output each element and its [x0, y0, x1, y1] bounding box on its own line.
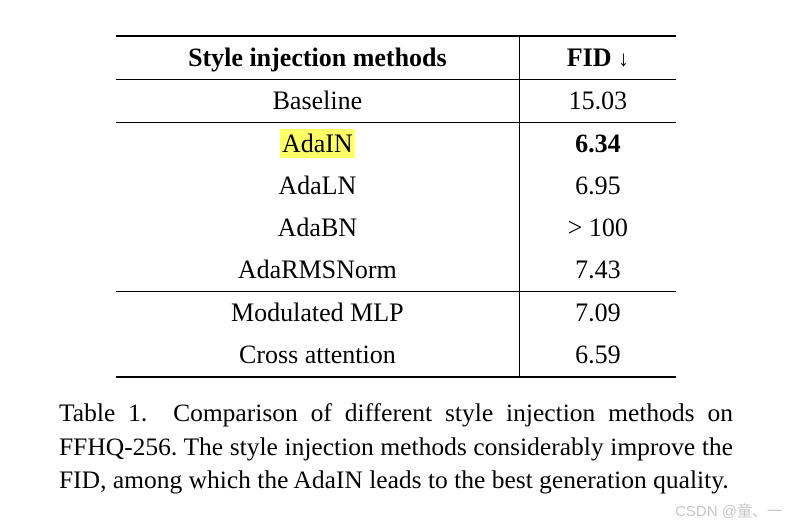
cell-fid: > 100	[519, 207, 676, 249]
results-table: Style injection methods FID ↓ Baseline15…	[116, 35, 676, 378]
cell-method: Cross attention	[116, 334, 519, 377]
cell-fid: 6.59	[519, 334, 676, 377]
caption-text: Comparison of different style injection …	[59, 398, 733, 494]
cell-fid: 7.09	[519, 292, 676, 335]
table-row: AdaLN6.95	[116, 165, 676, 207]
cell-method: AdaRMSNorm	[116, 249, 519, 292]
cell-method: Baseline	[116, 80, 519, 123]
header-fid: FID ↓	[519, 36, 676, 80]
table-row: Modulated MLP7.09	[116, 292, 676, 335]
down-arrow-icon: ↓	[618, 46, 629, 71]
cell-method: AdaBN	[116, 207, 519, 249]
cell-fid: 6.95	[519, 165, 676, 207]
cell-method: AdaIN	[116, 123, 519, 166]
table-row: Baseline15.03	[116, 80, 676, 123]
header-fid-label: FID	[567, 43, 612, 72]
watermark-text: CSDN @童、一	[675, 500, 782, 521]
table-caption: Table 1. Comparison of different style i…	[59, 396, 733, 497]
table-row: AdaBN> 100	[116, 207, 676, 249]
cell-fid: 6.34	[519, 123, 676, 166]
cell-fid: 7.43	[519, 249, 676, 292]
table-header-row: Style injection methods FID ↓	[116, 36, 676, 80]
table-row: Cross attention6.59	[116, 334, 676, 377]
caption-label: Table 1.	[59, 398, 147, 427]
cell-method: Modulated MLP	[116, 292, 519, 335]
table-body: Baseline15.03AdaIN6.34AdaLN6.95AdaBN> 10…	[116, 80, 676, 378]
table-row: AdaIN6.34	[116, 123, 676, 166]
cell-fid: 15.03	[519, 80, 676, 123]
header-methods: Style injection methods	[116, 36, 519, 80]
table-row: AdaRMSNorm7.43	[116, 249, 676, 292]
results-table-container: Style injection methods FID ↓ Baseline15…	[116, 35, 676, 378]
cell-method: AdaLN	[116, 165, 519, 207]
